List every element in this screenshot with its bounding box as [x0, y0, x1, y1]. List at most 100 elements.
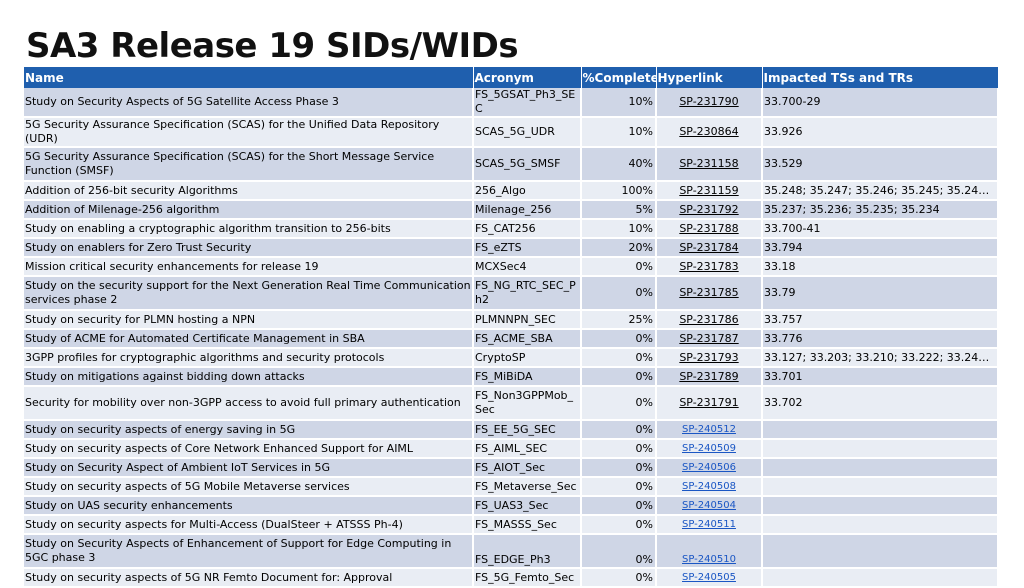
cell-impacted: 33.700-29 — [762, 88, 999, 118]
document-link[interactable]: SP-231784 — [679, 240, 739, 254]
table-row: Study of ACME for Automated Certificate … — [24, 329, 999, 349]
header-name: Name — [24, 67, 474, 88]
cell-impacted — [762, 568, 999, 588]
document-link[interactable]: SP-231785 — [679, 286, 739, 299]
table-row: Study on security aspects of Core Networ… — [24, 439, 999, 459]
cell-impacted: 35.237; 35.236; 35.235; 35.234 — [762, 200, 999, 220]
document-link[interactable]: SP-231788 — [679, 221, 739, 235]
cell-name: Study on Security Aspect of Ambient IoT … — [24, 458, 474, 478]
cell-acronym: FS_5G_Femto_Sec — [473, 568, 582, 588]
cell-name: Study on enabling a cryptographic algori… — [24, 219, 474, 239]
cell-complete: 10% — [581, 117, 657, 148]
cell-complete: 20% — [581, 238, 657, 258]
cell-acronym: FS_AIML_SEC — [473, 439, 582, 459]
table-row: Study on mitigations against bidding dow… — [24, 367, 999, 387]
table-row: Study on the security support for the Ne… — [24, 276, 999, 311]
cell-acronym: FS_EE_5G_SEC — [473, 420, 582, 440]
cell-impacted — [762, 458, 999, 478]
document-link[interactable]: SP-240510 — [682, 554, 736, 565]
cell-impacted: 33.794 — [762, 238, 999, 258]
header-acronym: Acronym — [473, 67, 582, 88]
cell-name: Study on Security Aspects of Enhancement… — [24, 534, 474, 569]
cell-acronym: FS_CAT256 — [473, 219, 582, 239]
document-link[interactable]: SP-231159 — [679, 183, 739, 197]
document-link[interactable]: SP-231158 — [679, 157, 739, 170]
cell-acronym: Milenage_256 — [473, 200, 582, 220]
cell-impacted: 33.18 — [762, 257, 999, 277]
cell-complete: 0% — [581, 420, 657, 440]
document-link[interactable]: SP-231789 — [679, 369, 739, 383]
document-link[interactable]: SP-240511 — [682, 519, 736, 530]
document-link[interactable]: SP-231787 — [679, 331, 739, 345]
document-link[interactable]: SP-231783 — [679, 259, 739, 273]
cell-impacted: 33.79 — [762, 276, 999, 311]
cell-hyperlink: SP-240510 — [656, 534, 763, 569]
cell-hyperlink: SP-231789 — [656, 367, 763, 387]
cell-impacted — [762, 477, 999, 497]
cell-name: Study on enablers for Zero Trust Securit… — [24, 238, 474, 258]
cell-acronym: FS_eZTS — [473, 238, 582, 258]
cell-acronym: FS_EDGE_Ph3 — [473, 534, 582, 569]
cell-name: Study on UAS security enhancements — [24, 496, 474, 516]
document-link[interactable]: SP-231786 — [679, 312, 739, 326]
cell-acronym: 256_Algo — [473, 181, 582, 201]
document-link[interactable]: SP-231792 — [679, 202, 739, 216]
cell-name: Study on mitigations against bidding dow… — [24, 367, 474, 387]
cell-hyperlink: SP-231791 — [656, 386, 763, 421]
header-impacted: Impacted TSs and TRs — [762, 67, 999, 88]
cell-complete: 10% — [581, 88, 657, 118]
document-link[interactable]: SP-240505 — [682, 572, 736, 583]
cell-complete: 0% — [581, 439, 657, 459]
cell-name: Security for mobility over non-3GPP acce… — [24, 386, 474, 421]
cell-complete: 10% — [581, 219, 657, 239]
document-link[interactable]: SP-231793 — [679, 350, 739, 364]
cell-impacted — [762, 534, 999, 569]
document-link[interactable]: SP-230864 — [679, 125, 739, 138]
cell-complete: 0% — [581, 386, 657, 421]
cell-impacted: 33.127; 33.203; 33.210; 33.222; 33.246; … — [762, 348, 999, 368]
cell-complete: 0% — [581, 367, 657, 387]
table-row: Study on Security Aspects of 5G Satellit… — [24, 88, 999, 118]
cell-hyperlink: SP-231793 — [656, 348, 763, 368]
table-row: 5G Security Assurance Specification (SCA… — [24, 147, 999, 182]
cell-hyperlink: SP-231159 — [656, 181, 763, 201]
cell-complete: 5% — [581, 200, 657, 220]
cell-acronym: FS_MiBiDA — [473, 367, 582, 387]
table-row: Study on security aspects for Multi-Acce… — [24, 515, 999, 535]
document-link[interactable]: SP-240508 — [682, 481, 736, 492]
cell-name: Addition of 256-bit security Algorithms — [24, 181, 474, 201]
cell-acronym: FS_5GSAT_Ph3_SEC — [473, 88, 582, 118]
document-link[interactable]: SP-240504 — [682, 500, 736, 511]
document-link[interactable]: SP-240509 — [682, 443, 736, 454]
cell-acronym: FS_AIOT_Sec — [473, 458, 582, 478]
cell-impacted — [762, 439, 999, 459]
document-link[interactable]: SP-231790 — [679, 95, 739, 108]
table-header: Name Acronym %Complete Hyperlink Impacte… — [24, 67, 999, 88]
document-link[interactable]: SP-231791 — [679, 396, 739, 409]
header-complete: %Complete — [581, 67, 657, 88]
cell-acronym: SCAS_5G_SMSF — [473, 147, 582, 182]
cell-impacted: 33.776 — [762, 329, 999, 349]
cell-acronym: FS_ACME_SBA — [473, 329, 582, 349]
cell-complete: 100% — [581, 181, 657, 201]
cell-hyperlink: SP-240505 — [656, 568, 763, 588]
cell-name: Addition of Milenage-256 algorithm — [24, 200, 474, 220]
table-row: Study on UAS security enhancements FS_UAS… — [24, 496, 999, 516]
header-hyperlink: Hyperlink — [656, 67, 763, 88]
slide-title: SA3 Release 19 SIDs/WIDs — [26, 26, 519, 66]
cell-hyperlink: SP-231790 — [656, 88, 763, 118]
cell-hyperlink: SP-231786 — [656, 310, 763, 330]
table-row: Security for mobility over non-3GPP acce… — [24, 386, 999, 421]
table-row: 3GPP profiles for cryptographic algorith… — [24, 348, 999, 368]
document-link[interactable]: SP-240506 — [682, 462, 736, 473]
document-link[interactable]: SP-240512 — [682, 424, 736, 435]
cell-complete: 0% — [581, 477, 657, 497]
table-row: Study on security aspects of 5G Mobile M… — [24, 477, 999, 497]
cell-hyperlink: SP-240508 — [656, 477, 763, 497]
cell-hyperlink: SP-240512 — [656, 420, 763, 440]
cell-acronym: FS_MASSS_Sec — [473, 515, 582, 535]
cell-name: Study on security aspects of 5G NR Femto… — [24, 568, 474, 588]
cell-complete: 0% — [581, 568, 657, 588]
cell-hyperlink: SP-231788 — [656, 219, 763, 239]
cell-acronym: SCAS_5G_UDR — [473, 117, 582, 148]
